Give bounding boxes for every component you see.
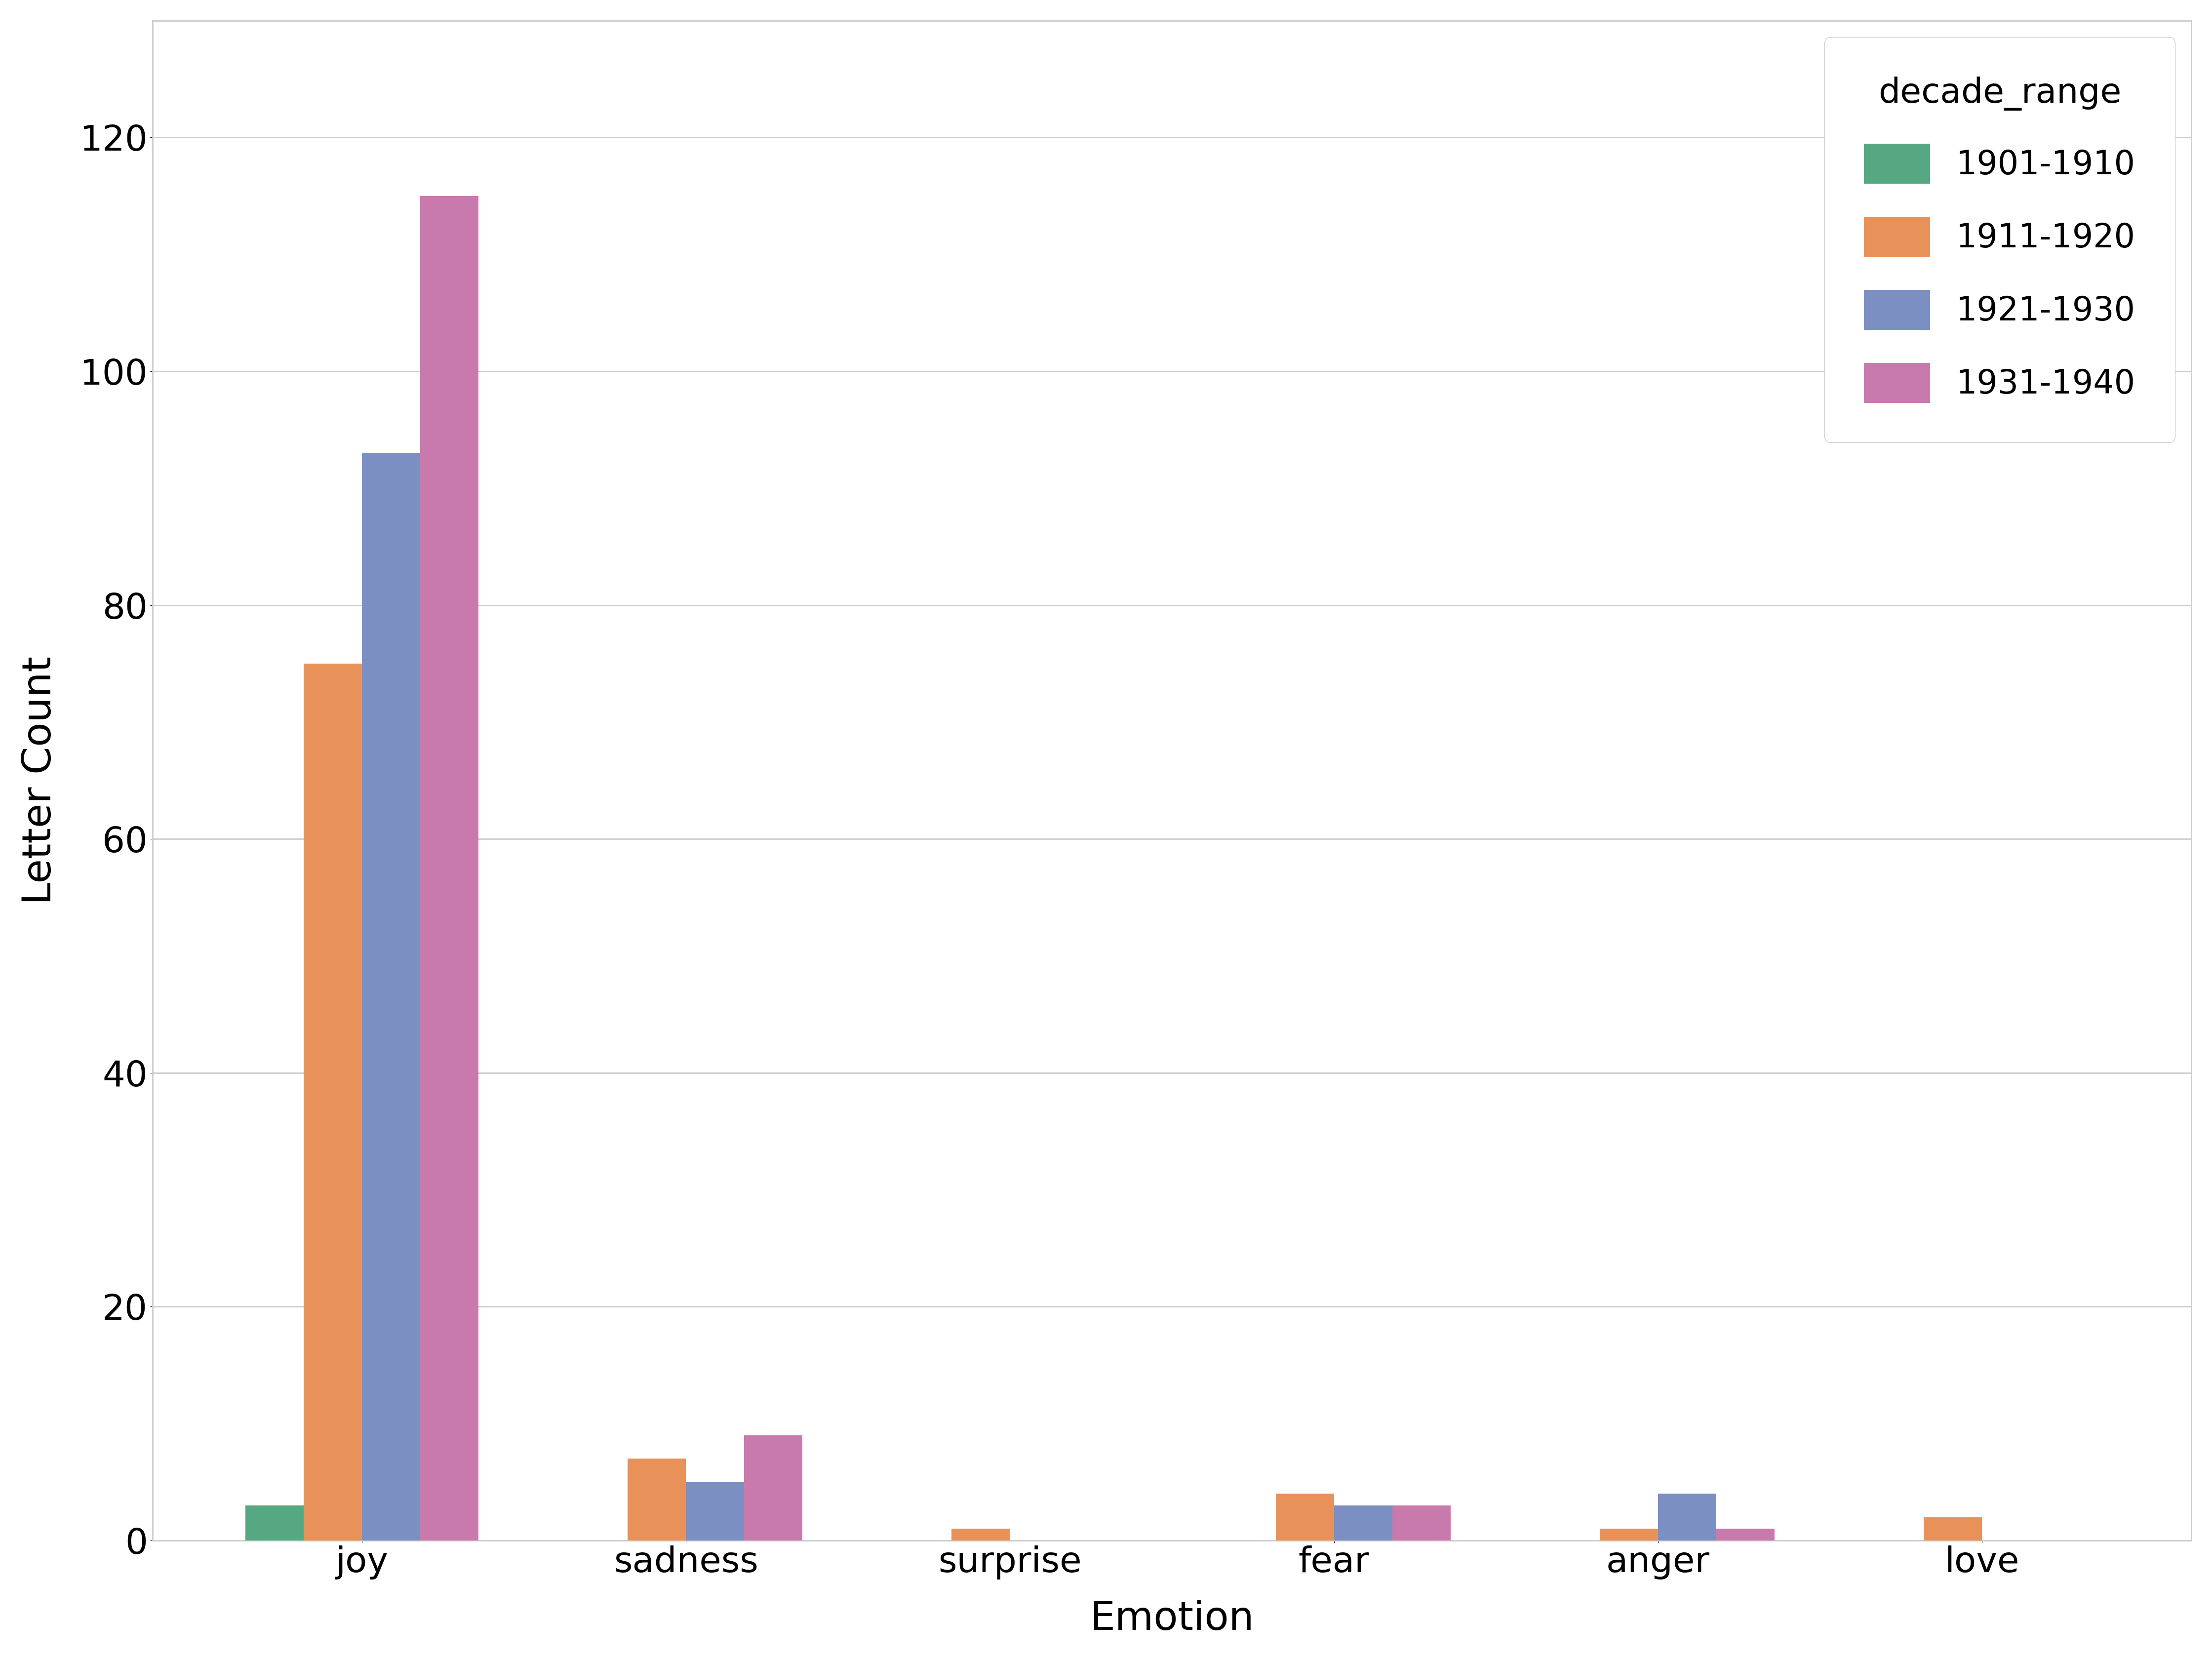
Legend: 1901-1910, 1911-1920, 1921-1930, 1931-1940: 1901-1910, 1911-1920, 1921-1930, 1931-19… <box>1825 36 2174 443</box>
Y-axis label: Letter Count: Letter Count <box>20 657 60 904</box>
Bar <box>686 1481 743 1541</box>
Bar <box>1334 1505 1391 1541</box>
Bar <box>951 1530 1011 1541</box>
X-axis label: Emotion: Emotion <box>1091 1599 1254 1639</box>
Bar <box>1599 1530 1659 1541</box>
Bar <box>303 664 363 1541</box>
Bar <box>1659 1493 1717 1541</box>
Bar <box>743 1435 803 1541</box>
Bar <box>1717 1530 1774 1541</box>
Bar <box>1276 1493 1334 1541</box>
Bar <box>1924 1516 1982 1541</box>
Bar <box>1391 1505 1451 1541</box>
Bar <box>246 1505 303 1541</box>
Bar <box>420 196 478 1541</box>
Bar <box>363 453 420 1541</box>
Bar <box>628 1458 686 1541</box>
